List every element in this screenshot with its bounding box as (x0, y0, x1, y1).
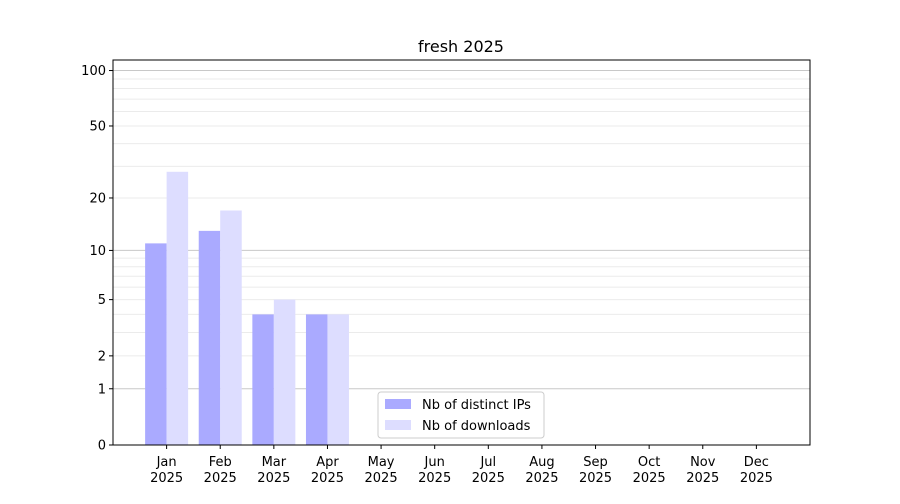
bar-ips (305, 314, 328, 445)
x-tick-label: 2025 (257, 471, 290, 486)
x-tick-label: 2025 (365, 471, 398, 486)
bar-ips (145, 243, 167, 445)
x-tick-label: 2025 (525, 471, 558, 486)
x-axis: Jan2025Feb2025Mar2025Apr2025May2025Jun20… (150, 445, 773, 486)
legend-box (377, 391, 545, 439)
x-tick-label: Apr (316, 455, 339, 470)
x-tick-label: 2025 (579, 471, 612, 486)
x-tick-label: Dec (744, 455, 769, 470)
bar-ips (198, 230, 221, 445)
x-tick-label: 2025 (472, 471, 505, 486)
y-tick-label: 0 (98, 439, 106, 454)
bar-downloads (273, 299, 296, 445)
bar-downloads (166, 171, 189, 445)
x-tick-label: May (368, 455, 395, 470)
legend-swatch-downloads (385, 420, 411, 430)
bar-downloads (327, 314, 349, 445)
legend-swatch-ips (385, 399, 411, 409)
x-tick-label: Oct (638, 455, 660, 470)
legend-label-ips: Nb of distinct IPs (422, 398, 531, 413)
y-tick-label: 5 (98, 293, 106, 308)
x-tick-label: Jul (479, 455, 496, 470)
y-tick-label: 1 (98, 382, 106, 397)
x-tick-label: Aug (529, 455, 554, 470)
x-tick-label: Mar (262, 455, 287, 470)
bar-downloads (220, 210, 242, 445)
x-tick-label: 2025 (204, 471, 237, 486)
x-tick-label: 2025 (633, 471, 666, 486)
legend-label-downloads: Nb of downloads (422, 419, 531, 434)
y-tick-label: 50 (89, 119, 106, 134)
y-tick-label: 10 (89, 244, 106, 259)
bar-ips (252, 314, 274, 445)
x-tick-label: Jun (424, 455, 445, 470)
x-tick-label: 2025 (740, 471, 773, 486)
bars (145, 171, 349, 445)
x-tick-label: Feb (209, 455, 232, 470)
legend: Nb of distinct IPs Nb of downloads (377, 391, 545, 439)
x-tick-label: Nov (690, 455, 716, 470)
y-axis: 0 1 2 5 10 20 50 100 (81, 64, 113, 454)
y-tick-label: 20 (89, 191, 106, 206)
y-tick-label: 2 (98, 349, 106, 364)
x-tick-label: 2025 (311, 471, 344, 486)
x-tick-label: 2025 (686, 471, 719, 486)
chart-title: fresh 2025 (418, 37, 504, 56)
y-tick-label: 100 (81, 64, 106, 79)
x-tick-label: Sep (583, 455, 608, 470)
x-tick-label: 2025 (150, 471, 183, 486)
x-tick-label: 2025 (418, 471, 451, 486)
x-tick-label: Jan (156, 455, 177, 470)
plot-frame (112, 59, 811, 446)
